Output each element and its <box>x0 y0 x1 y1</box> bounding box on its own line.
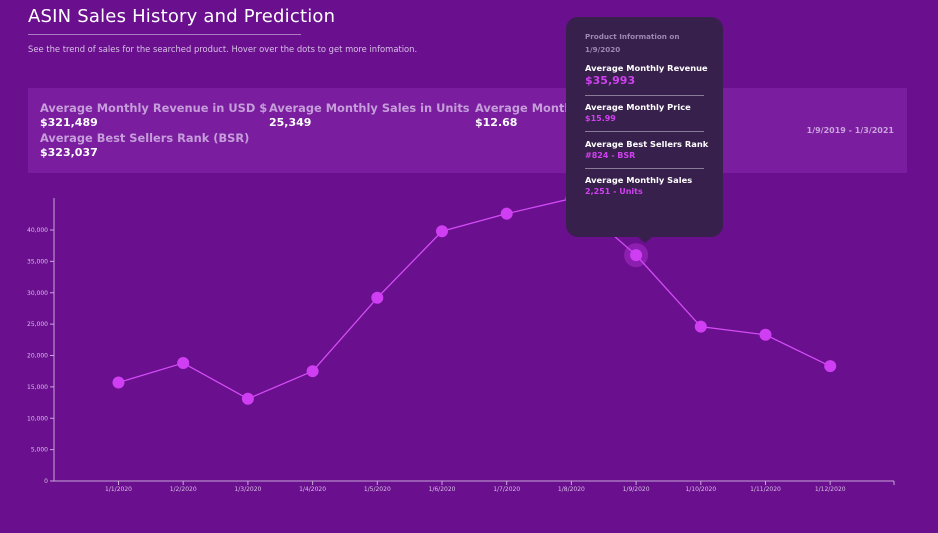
bsr-value: $323,037 <box>40 146 98 159</box>
tooltip-price-label: Average Monthly Price <box>585 102 691 112</box>
tooltip-revenue-value: $35,993 <box>585 74 636 87</box>
x-tick-label: 1/5/2020 <box>364 486 391 493</box>
tooltip-header: Product Information on <box>585 32 680 41</box>
y-tick-label: 5,000 <box>31 447 48 454</box>
x-tick-label: 1/2/2020 <box>170 486 197 493</box>
title-underline <box>28 34 301 35</box>
data-point[interactable] <box>371 291 384 304</box>
y-axis: 0 5,000 10,000 15,000 20,000 25,000 30,000 35,0… <box>27 198 55 485</box>
y-tick-label: 30,000 <box>27 290 48 297</box>
y-tick-label: 40,000 <box>27 227 48 234</box>
revenue-label: Average Monthly Revenue in USD $ <box>40 101 268 115</box>
y-tick-label: 35,000 <box>27 258 48 265</box>
summary-panel: Average Monthly Revenue in USD $ $321,48… <box>28 88 907 173</box>
tooltip-bsr-label: Average Best Sellers Rank <box>585 139 709 149</box>
price-label: Average Monthly <box>475 101 584 115</box>
page-title: ASIN Sales History and Prediction <box>28 6 336 27</box>
units-value: 25,349 <box>269 116 312 129</box>
y-tick-label: 0 <box>44 478 48 485</box>
x-tick-label: 1/4/2020 <box>299 486 326 493</box>
tooltip-divider <box>585 168 704 169</box>
units-label: Average Monthly Sales in Units <box>269 101 470 115</box>
x-tick-label: 1/6/2020 <box>429 486 456 493</box>
data-point[interactable] <box>306 365 319 378</box>
data-point[interactable] <box>436 225 448 238</box>
data-point[interactable] <box>241 392 254 405</box>
data-points <box>112 192 837 405</box>
data-point[interactable] <box>630 249 643 262</box>
tooltip-divider <box>585 131 704 132</box>
tooltip-date: 1/9/2020 <box>585 45 621 54</box>
tooltip-divider <box>585 95 704 96</box>
tooltip-arrow <box>637 236 653 243</box>
revenue-series-line <box>118 197 831 400</box>
tooltip-bsr-value: #824 - BSR <box>585 151 636 160</box>
x-tick-label: 1/11/2020 <box>750 486 781 493</box>
data-point[interactable] <box>112 376 125 389</box>
bsr-label: Average Best Sellers Rank (BSR) <box>40 131 250 145</box>
data-point[interactable] <box>500 207 513 220</box>
data-point[interactable] <box>694 320 707 333</box>
x-tick-label: 1/8/2020 <box>558 486 585 493</box>
x-tick-label: 1/3/2020 <box>234 486 261 493</box>
tooltip-sales-value: 2,251 - Units <box>585 187 643 196</box>
x-tick-label: 1/1/2020 <box>105 486 132 493</box>
y-tick-label: 10,000 <box>27 415 48 422</box>
tooltip-price-value: $15.99 <box>585 114 616 123</box>
x-axis: 1/1/2020 1/2/2020 1/3/2020 1/4/2020 1/5/2020… <box>54 480 895 493</box>
price-value: $12.68 <box>475 116 518 129</box>
product-info-tooltip: Product Information on 1/9/2020 Average … <box>566 17 723 237</box>
tooltip-revenue-label: Average Monthly Revenue <box>585 63 708 73</box>
page-subtitle: See the trend of sales for the searched … <box>28 44 418 54</box>
y-tick-label: 20,000 <box>27 353 48 360</box>
tooltip-sales-label: Average Monthly Sales <box>585 175 693 185</box>
y-tick-label: 15,000 <box>27 384 48 391</box>
data-point[interactable] <box>824 360 837 373</box>
x-tick-label: 1/10/2020 <box>685 486 716 493</box>
data-point[interactable] <box>177 357 190 370</box>
revenue-value: $321,489 <box>40 116 98 129</box>
data-point[interactable] <box>759 328 772 341</box>
x-tick-label: 1/12/2020 <box>815 486 846 493</box>
date-range[interactable]: 1/9/2019 - 1/3/2021 <box>806 126 894 135</box>
y-tick-label: 25,000 <box>27 321 48 328</box>
x-tick-label: 1/9/2020 <box>623 486 650 493</box>
x-tick-label: 1/7/2020 <box>493 486 520 493</box>
